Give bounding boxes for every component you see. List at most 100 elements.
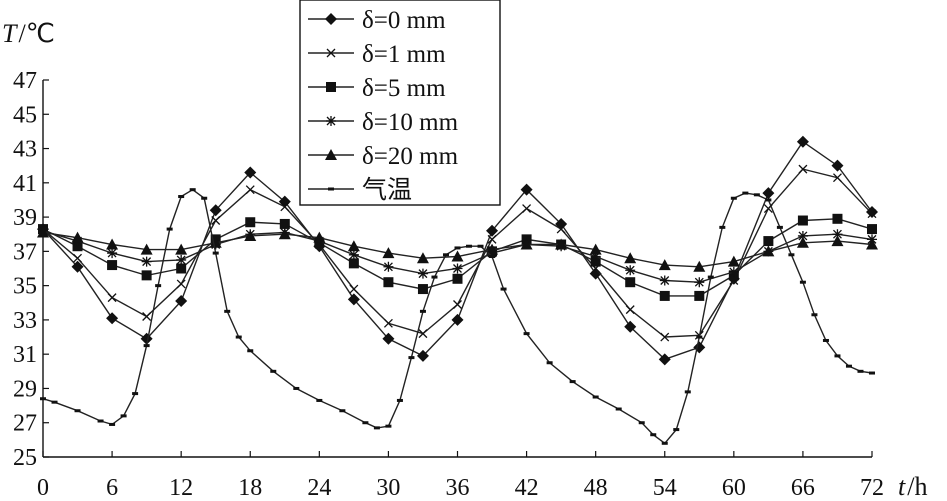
data-point [776,225,783,229]
y-axis-symbol: T [2,19,18,48]
data-point [546,361,553,365]
data-point [97,419,104,423]
data-point [416,349,429,362]
data-point [590,256,601,267]
data-point [811,313,818,317]
data-point [486,224,499,237]
data-point [452,263,463,274]
y-tick-label: 47 [13,68,37,94]
legend-item-3: δ=10 mm [308,109,459,136]
data-point [693,260,706,272]
data-point [72,241,83,252]
x-axis-unit: /h [907,472,927,501]
data-point [155,284,162,288]
y-tick-label: 29 [13,376,37,402]
data-point [489,255,496,259]
data-point [831,159,844,172]
data-point [658,353,671,366]
legend-label: δ=20 mm [362,143,459,170]
data-point [107,248,118,259]
data-point [866,238,878,250]
axes: 25 27 29 31 33 35 37 39 41 43 45 47 0 6 12 18 24 30 36 42 48… [2,19,927,501]
data-point [487,234,497,244]
data-point [796,135,809,148]
legend-marker [326,48,336,58]
data-point [109,422,116,426]
data-point [244,166,257,179]
data-point [451,313,464,326]
y-tick-label: 31 [13,342,37,368]
data-point [763,236,774,247]
data-point [211,216,221,225]
data-point [625,265,636,276]
data-point [396,398,403,402]
data-point [431,275,438,279]
data-point [624,320,637,333]
legend-box [299,0,501,206]
data-point [625,305,635,315]
x-tick-label: 12 [169,475,193,501]
data-point [866,205,878,218]
legend-label: δ=5 mm [362,75,446,102]
data-point [696,335,703,339]
data-point [727,255,740,267]
series-4 [37,226,878,272]
data-point [176,279,186,289]
data-point [176,263,187,274]
data-point [869,371,875,375]
data-point [765,198,772,202]
data-point [71,260,84,273]
data-point [822,338,829,342]
data-point [658,259,671,271]
data-point [339,409,346,413]
data-point [106,312,119,325]
data-point [797,215,808,226]
data-point [834,354,841,358]
data-point [798,164,808,174]
data-point [867,209,877,219]
data-point [140,243,153,255]
data-point [615,407,622,411]
x-tick-label: 60 [722,475,746,501]
data-point [132,392,139,396]
data-point [382,247,395,259]
data-point [348,258,359,269]
data-point [832,229,843,240]
data-point [244,229,257,241]
data-point [235,335,242,339]
data-point [694,290,705,301]
data-point [175,243,188,255]
series-layer [37,135,878,445]
y-tick-label: 37 [13,239,37,265]
data-point [442,253,449,257]
x-axis-title: t/h [898,472,927,501]
data-point [382,332,395,345]
data-point [556,224,566,234]
legend-item-4: δ=20 mm [308,143,459,170]
y-tick-label: 43 [13,137,37,163]
data-point [383,261,394,272]
y-axis-title: T/℃ [2,19,55,48]
data-point [73,253,83,263]
x-tick-label: 66 [791,475,815,501]
data-point [753,193,760,197]
data-point [520,183,533,196]
data-point [362,421,369,425]
data-point [832,213,843,224]
data-point [477,244,484,248]
data-point [650,433,657,437]
data-point [728,266,739,277]
data-point [589,243,602,255]
data-point [408,356,415,360]
x-tick-label: 72 [860,475,884,501]
data-point [466,244,473,248]
data-point [592,395,599,399]
legend-label: δ=1 mm [362,41,446,68]
data-point [224,309,231,313]
data-point [279,218,290,229]
legend-item-5: 气温 [308,176,412,204]
x-tick-label: 36 [446,475,470,501]
data-point [522,204,532,213]
y-tick-label: 39 [13,205,37,231]
